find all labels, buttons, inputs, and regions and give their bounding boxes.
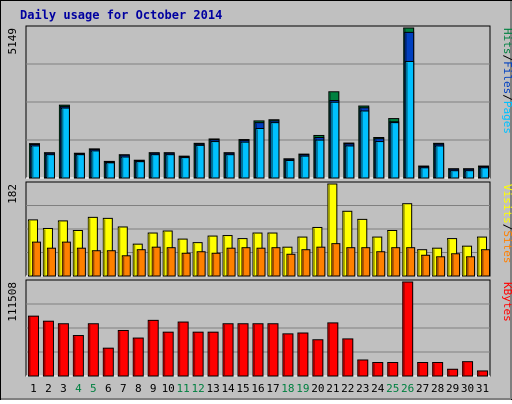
x-tick-label: 11 [177,382,190,395]
x-tick-label: 30 [461,382,474,395]
chart-title: Daily usage for October 2014 [20,8,222,22]
x-tick-label: 9 [150,382,157,395]
x-tick-label: 16 [251,382,264,395]
x-tick-label: 1 [30,382,37,395]
x-tick-label: 31 [476,382,489,395]
legend-entry: Sites [501,230,512,263]
x-tick-label: 22 [341,382,354,395]
y-max-label: 182 [6,184,19,204]
x-tick-label: 29 [446,382,459,395]
x-tick-label: 19 [296,382,309,395]
legend-entry: / [501,55,512,62]
legend-entry: Hits [501,28,512,55]
legend-entry: Files [501,61,512,94]
x-tick-label: 24 [371,382,385,395]
x-tick-label: 18 [281,382,294,395]
x-tick-label: 6 [105,382,112,395]
x-tick-label: 25 [386,382,399,395]
x-axis-labels: 1 2 3 4 5 6 7 8 9 10 11 12 13 14 15 16 17 18 19 20 21 22 23 24 2… [30,382,489,395]
legend-entry: / [501,94,512,101]
panel-kbytes: 111508 KBytes [6,279,512,377]
x-tick-label: 15 [236,382,249,395]
x-tick-label: 7 [120,382,127,395]
x-tick-label: 5 [90,382,97,395]
x-tick-label: 10 [162,382,175,395]
panel-visits-sites: 182 Visits/Sites [6,181,512,277]
legend: KBytes [501,282,512,322]
x-tick-label: 3 [60,382,67,395]
x-tick-label: 28 [431,382,444,395]
x-tick-label: 27 [416,382,429,395]
legend: Hits/Files/Pages [501,28,512,134]
x-tick-label: 4 [75,382,82,395]
x-tick-label: 13 [206,382,219,395]
x-tick-label: 21 [326,382,339,395]
x-tick-label: 20 [311,382,324,395]
x-tick-label: 2 [45,382,52,395]
legend-entry: Visits [501,184,512,224]
x-tick-label: 14 [221,382,235,395]
legend-entry: Pages [501,101,512,134]
x-tick-label: 23 [356,382,369,395]
x-tick-label: 26 [401,382,414,395]
x-tick-label: 12 [192,382,205,395]
y-max-label: 111508 [6,282,19,322]
x-tick-label: 8 [135,382,142,395]
legend: Visits/Sites [501,184,512,264]
x-tick-label: 17 [266,382,279,395]
y-max-label: 5149 [6,28,19,55]
legend-entry: KBytes [501,282,512,322]
legend-entry: / [501,224,512,231]
